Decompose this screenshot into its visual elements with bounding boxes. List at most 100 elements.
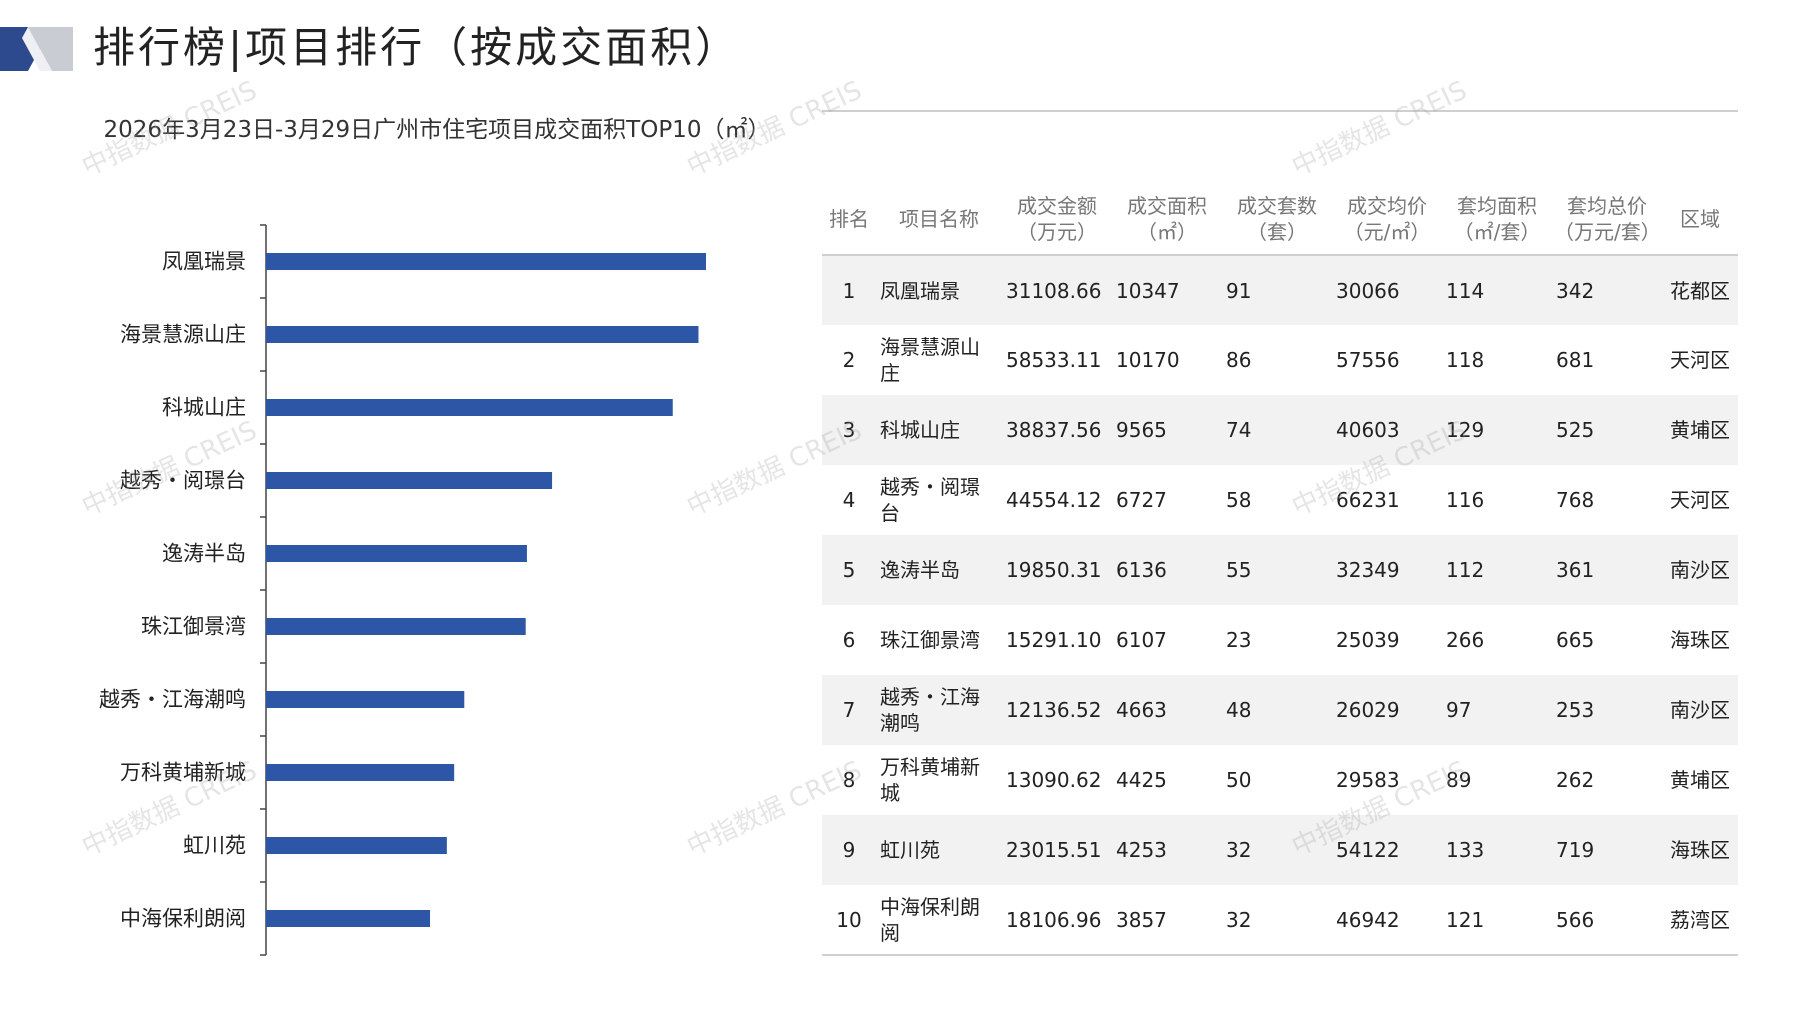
category-label: 珠江御景湾	[141, 615, 246, 639]
brand-logo	[0, 27, 73, 71]
category-label: 中海保利朗阅	[120, 907, 246, 931]
table-cell: 黄埔区	[1670, 768, 1730, 792]
table-cell: 262	[1556, 768, 1595, 792]
bar	[266, 910, 431, 927]
table-cell: 天河区	[1670, 348, 1730, 372]
table-cell: 54122	[1336, 838, 1400, 862]
table-cell: 4663	[1116, 698, 1167, 722]
bar	[266, 326, 699, 343]
column-header: 成交均价 （元/㎡）	[1332, 183, 1442, 256]
table-cell: 4253	[1116, 838, 1167, 862]
table-cell: 114	[1446, 278, 1485, 303]
table-cell: 116	[1446, 488, 1485, 512]
table-cell: 9565	[1116, 418, 1167, 442]
bar	[266, 764, 455, 781]
table-row: 8 万科黄埔新城 13090.62 4425 50 29583 89 262 黄埔区	[822, 745, 1738, 815]
bar	[266, 472, 553, 489]
category-label: 越秀・阅璟台	[120, 469, 246, 493]
bar	[266, 253, 706, 270]
table-cell: 768	[1556, 488, 1595, 512]
table-cell: 19850.31	[1006, 558, 1102, 582]
table-cell: 3857	[1112, 885, 1222, 956]
table-cell: 海珠区	[1670, 628, 1730, 652]
table-cell: 86	[1226, 348, 1252, 372]
table-cell: 越秀・阅璟台	[880, 475, 980, 525]
table-cell: 32	[1222, 885, 1332, 956]
bar	[266, 691, 465, 708]
table-cell: 50	[1226, 768, 1252, 792]
table-cell: 9	[842, 838, 856, 862]
table-cell: 66231	[1336, 488, 1400, 512]
table-cell: 3	[842, 418, 856, 442]
table-cell: 10	[822, 885, 876, 956]
table-cell: 97	[1446, 698, 1472, 722]
table-cell: 23	[1226, 628, 1252, 652]
table-cell: 万科黄埔新城	[880, 755, 980, 805]
table-cell: 40603	[1336, 418, 1400, 442]
table-row: 7 越秀・江海潮鸣 12136.52 4663 48 26029 97 253 南沙区	[822, 675, 1738, 745]
table-cell: 342	[1556, 278, 1595, 303]
table-cell: 74	[1226, 418, 1252, 442]
table-cell: 虹川苑	[880, 838, 940, 862]
table-cell: 海景慧源山庄	[880, 335, 980, 385]
table-cell: 266	[1446, 628, 1485, 652]
table-cell: 4425	[1116, 768, 1167, 792]
table-cell: 5	[842, 558, 856, 582]
table-cell: 6727	[1116, 488, 1167, 512]
table-cell: 凤凰瑞景	[880, 278, 960, 303]
column-header: 套均总价 （万元/套）	[1552, 183, 1662, 256]
table-cell: 58533.11	[1006, 348, 1102, 372]
category-label: 凤凰瑞景	[162, 250, 246, 274]
bar	[266, 399, 673, 416]
table-cell: 719	[1556, 838, 1595, 862]
table-cell: 花都区	[1670, 278, 1730, 303]
category-label: 科城山庄	[162, 396, 246, 420]
table-cell: 12136.52	[1006, 698, 1102, 722]
table-cell: 566	[1552, 885, 1662, 956]
table-row: 4 越秀・阅璟台 44554.12 6727 58 66231 116 768 天河区	[822, 465, 1738, 535]
chart-title: 2026年3月23日-3月29日广州市住宅项目成交面积TOP10（㎡）	[103, 117, 771, 143]
column-header: 区域	[1662, 183, 1738, 256]
table-cell: 30066	[1336, 278, 1400, 303]
table-cell: 31108.66	[1006, 278, 1102, 303]
column-header: 成交金额 （万元）	[1002, 183, 1112, 256]
table-cell: 23015.51	[1006, 838, 1102, 862]
table-cell: 6107	[1116, 628, 1167, 652]
table-cell: 珠江御景湾	[880, 628, 980, 652]
table-cell: 44554.12	[1006, 488, 1102, 512]
table-cell: 13090.62	[1006, 768, 1102, 792]
table-cell: 55	[1226, 558, 1252, 582]
bar	[266, 618, 526, 635]
table-cell: 58	[1226, 488, 1252, 512]
table-cell: 6136	[1116, 558, 1167, 582]
table-cell: 6	[842, 628, 856, 652]
table-row: 6 珠江御景湾 15291.10 6107 23 25039 266 665 海珠区	[822, 605, 1738, 675]
table-cell: 18106.96	[1002, 885, 1112, 956]
table-row: 9 虹川苑 23015.51 4253 32 54122 133 719 海珠区	[822, 815, 1738, 885]
table-cell: 4	[842, 488, 856, 512]
table-row: 1 凤凰瑞景 31108.66 10347 91 30066 114 342 花都区	[822, 255, 1738, 325]
table-cell: 121	[1442, 885, 1552, 956]
table-row: 2 海景慧源山庄 58533.11 10170 86 57556 118 681 天河区	[822, 325, 1738, 395]
table-cell: 荔湾区	[1662, 885, 1738, 956]
table-cell: 129	[1446, 418, 1485, 442]
table-cell: 天河区	[1670, 488, 1730, 512]
table-cell: 133	[1446, 838, 1485, 862]
column-header: 项目名称	[876, 183, 1002, 256]
column-header: 成交套数 （套）	[1222, 183, 1332, 256]
bar	[266, 545, 527, 562]
category-label: 虹川苑	[183, 834, 246, 858]
table-body: 1 凤凰瑞景 31108.66 10347 91 30066 114 342 花都区 2 海景慧源山…	[822, 255, 1738, 956]
table-cell: 越秀・江海潮鸣	[880, 685, 980, 735]
table-cell: 253	[1556, 698, 1595, 722]
table-cell: 7	[842, 698, 856, 722]
table-cell: 南沙区	[1670, 558, 1730, 582]
bar	[266, 837, 447, 854]
column-header: 套均面积 （㎡/套）	[1442, 183, 1552, 256]
category-label: 万科黄埔新城	[120, 761, 246, 785]
bar-chart: 凤凰瑞景海景慧源山庄科城山庄越秀・阅璟台逸涛半岛珠江御景湾越秀・江海潮鸣万科黄埔…	[99, 224, 706, 956]
table-cell: 10170	[1116, 348, 1180, 372]
table-cell: 南沙区	[1670, 698, 1730, 722]
table-cell: 38837.56	[1006, 418, 1102, 442]
table-cell: 29583	[1336, 768, 1400, 792]
